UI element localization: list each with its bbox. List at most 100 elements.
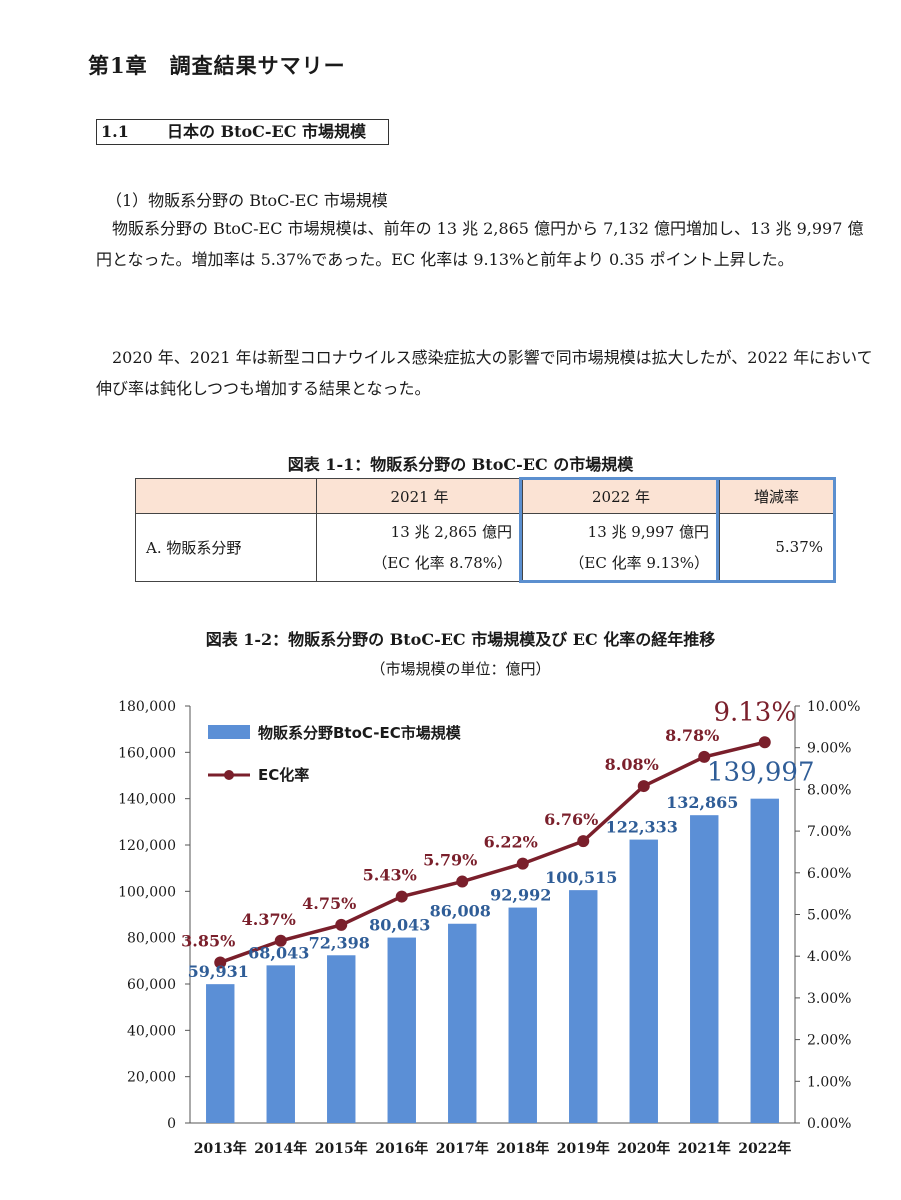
bar-value-label: 86,008 [430, 902, 491, 921]
chapter-title: 第1章 調査結果サマリー [88, 53, 346, 78]
right-tick-label: 1.00% [807, 1074, 851, 1090]
chart-unit-note: （市場規模の単位：億円） [370, 660, 551, 678]
bar-value-label: 68,043 [248, 943, 309, 962]
bar [629, 839, 658, 1123]
x-tick-label: 2017年 [436, 1140, 489, 1157]
line-value-label: 3.85% [181, 931, 235, 950]
bar [266, 965, 295, 1123]
x-tick-label: 2018年 [496, 1140, 549, 1157]
x-tick-label: 2015年 [315, 1140, 368, 1157]
left-tick-label: 0 [167, 1116, 176, 1132]
ec-rate-point [698, 750, 711, 763]
cell-2021-rate: （EC 化率 8.78%） [372, 553, 512, 572]
cell-2022: 13 兆 9,997 億円 （EC 化率 9.13%） [522, 513, 720, 582]
x-tick-label: 2013年 [194, 1140, 247, 1157]
bar-value-label: 139,997 [707, 758, 815, 788]
cell-2022-amount: 13 兆 9,997 億円 [587, 522, 709, 541]
line-value-label: 6.76% [544, 810, 598, 829]
line-value-label: 4.37% [242, 910, 296, 929]
chart-caption: 図表 1-2：物販系分野の BtoC-EC 市場規模及び EC 化率の経年推移 [205, 630, 716, 649]
right-tick-label: 10.00% [807, 699, 860, 715]
highlight-line-top [719, 477, 836, 480]
cell-2021: 13 兆 2,865 億円 （EC 化率 8.78%） [316, 513, 523, 582]
right-tick-label: 6.00% [807, 866, 851, 882]
right-tick-label: 2.00% [807, 1033, 851, 1049]
paragraph-2: 2020 年、2021 年は新型コロナウイルス感染症拡大の影響で同市場規模は拡大… [96, 348, 873, 398]
bar-value-label: 80,043 [369, 916, 430, 935]
left-tick-label: 140,000 [118, 792, 176, 808]
table-caption: 図表 1-1：物販系分野の BtoC-EC の市場規模 [287, 455, 634, 474]
ec-rate-line [219, 740, 766, 965]
bar [569, 890, 598, 1123]
left-tick-label: 100,000 [118, 884, 176, 900]
left-tick-label: 180,000 [118, 699, 176, 715]
legend-line-marker [224, 770, 234, 780]
table-header-row: 2021 年 2022 年 増減率 [135, 478, 834, 514]
legend-bar-label: 物販系分野BtoC-EC市場規模 [258, 724, 462, 742]
left-tick-label: 40,000 [127, 1023, 176, 1039]
bar [387, 937, 416, 1123]
bar-value-label: 59,931 [188, 962, 249, 981]
x-tick-label: 2021年 [678, 1140, 731, 1157]
cell-2021-amount: 13 兆 2,865 億円 [390, 522, 512, 541]
left-tick-label: 160,000 [118, 745, 176, 761]
bar [448, 923, 477, 1123]
cell-change: 5.37% [719, 513, 834, 582]
left-tick-label: 20,000 [127, 1070, 176, 1086]
table-header-2022: 2022 年 [522, 478, 720, 514]
ec-rate-point [456, 875, 469, 888]
summary-table: 2021 年 2022 年 増減率 A. 物販系分野 13 兆 2,865 億円… [135, 478, 834, 582]
section-title: 日本の BtoC-EC 市場規模 [167, 122, 367, 141]
row-label: A. 物販系分野 [135, 513, 317, 582]
table-header-change: 増減率 [719, 478, 834, 514]
left-tick-label: 80,000 [127, 931, 176, 947]
ec-rate-point [516, 857, 529, 870]
highlight-line-right [833, 477, 836, 583]
ec-rate-point [758, 736, 771, 749]
ec-rate-point [577, 835, 590, 848]
x-tick-label: 2022年 [738, 1140, 791, 1157]
line-value-label: 4.75% [302, 894, 356, 913]
right-tick-label: 5.00% [807, 908, 851, 924]
bar-value-label: 100,515 [545, 868, 617, 887]
ec-rate-point [335, 918, 348, 931]
bar [750, 798, 779, 1123]
ec-market-chart: 0 20,000 40,000 60,000 80,000 100,000 120,000 1… [118, 697, 860, 1157]
ec-rate-point [274, 934, 287, 947]
right-tick-label: 3.00% [807, 991, 851, 1007]
ec-rate-point [395, 890, 408, 903]
highlight-line-bottom [719, 580, 836, 583]
line-value-label: 9.13% [713, 697, 796, 727]
line-value-label: 5.79% [423, 851, 477, 870]
bar [508, 907, 537, 1123]
paragraph-1: 物販系分野の BtoC-EC 市場規模は、前年の 13 兆 2,865 億円から… [96, 219, 864, 269]
legend-bar-swatch [208, 725, 250, 739]
bar-value-label: 132,865 [666, 793, 738, 812]
x-tick-label: 2016年 [375, 1140, 428, 1157]
bar [206, 984, 235, 1123]
right-tick-label: 8.00% [807, 782, 851, 798]
section-number: 1.1 [101, 122, 129, 141]
line-value-label: 5.43% [363, 866, 417, 885]
x-tick-label: 2020年 [617, 1140, 670, 1157]
right-tick-label: 9.00% [807, 741, 851, 757]
right-tick-label: 4.00% [807, 949, 851, 965]
ec-rate-point [214, 956, 227, 969]
legend-line-label: EC化率 [258, 766, 309, 784]
bar-value-label: 122,333 [606, 818, 678, 837]
line-value-label: 8.78% [665, 726, 719, 745]
table-row: A. 物販系分野 13 兆 2,865 億円 （EC 化率 8.78%） 13 … [135, 513, 834, 582]
line-value-label: 8.08% [605, 755, 659, 774]
x-tick-label: 2014年 [254, 1140, 307, 1157]
left-tick-label: 120,000 [118, 838, 176, 854]
ec-rate-point [637, 780, 650, 793]
table-header-empty [135, 478, 317, 514]
left-tick-label: 60,000 [127, 977, 176, 993]
bar-value-label: 72,398 [309, 933, 370, 952]
bar [690, 815, 719, 1123]
cell-2022-rate: （EC 化率 9.13%） [569, 553, 709, 572]
right-tick-label: 0.00% [807, 1116, 851, 1132]
section-heading: 1.1 日本の BtoC-EC 市場規模 [96, 119, 389, 145]
bar-value-label: 92,992 [490, 886, 551, 905]
x-tick-label: 2019年 [557, 1140, 610, 1157]
